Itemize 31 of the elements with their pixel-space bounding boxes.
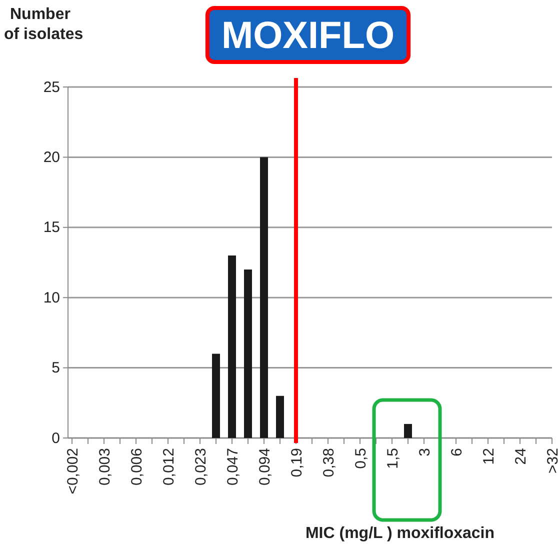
bar xyxy=(260,157,268,438)
x-tick-label: 3 xyxy=(416,448,434,456)
x-tick-label: 1,5 xyxy=(384,448,402,469)
bar xyxy=(228,255,236,438)
x-tick-label: <0,002 xyxy=(64,448,82,494)
y-tick-label: 15 xyxy=(43,219,60,236)
x-tick-label: 0,094 xyxy=(256,448,274,486)
x-tick-label: 0,006 xyxy=(128,448,146,486)
y-tick-label: 0 xyxy=(52,430,60,447)
y-tick-label: 5 xyxy=(52,360,60,377)
bar xyxy=(212,354,220,438)
x-axis-title: MIC (mg/L ) moxifloxacin xyxy=(305,525,495,542)
y-tick-label: 10 xyxy=(43,289,60,306)
ref-line-label: MOXIFLO xyxy=(221,15,395,57)
x-tick-label: 0,047 xyxy=(224,448,242,486)
x-tick-label: 12 xyxy=(480,448,498,465)
y-axis-title: Number of isolates xyxy=(4,6,84,43)
x-tick-label: 6 xyxy=(448,448,466,456)
x-tick-label: 0,012 xyxy=(160,448,178,486)
y-tick-label: 25 xyxy=(43,78,60,96)
y-tick-label: 20 xyxy=(43,149,60,166)
x-tick-label: 0,5 xyxy=(352,448,370,469)
x-tick-label: 24 xyxy=(512,448,530,465)
bar xyxy=(244,270,252,438)
x-tick-label: >32 xyxy=(544,448,558,474)
x-tick-label: 0,023 xyxy=(192,448,210,486)
bar xyxy=(404,424,412,438)
x-tick-label: 0,19 xyxy=(288,448,306,478)
x-tick-label: 0,003 xyxy=(96,448,114,486)
bar xyxy=(276,396,284,438)
x-tick-label: 0,38 xyxy=(320,448,338,478)
